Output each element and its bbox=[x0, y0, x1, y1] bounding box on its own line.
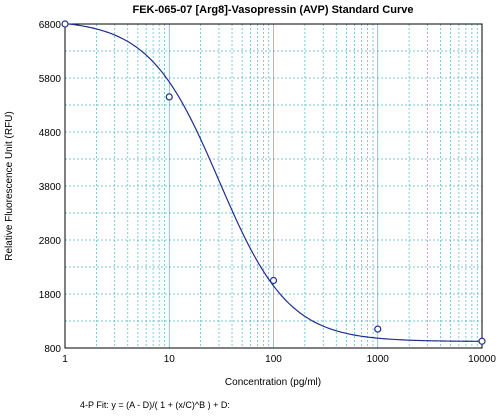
y-tick-label: 6800 bbox=[39, 20, 62, 31]
x-axis-label: Concentration (pg/ml) bbox=[225, 377, 321, 388]
x-tick-label: 100 bbox=[265, 354, 282, 365]
data-point bbox=[478, 337, 486, 345]
data-point bbox=[269, 276, 278, 285]
data-points bbox=[61, 20, 486, 345]
y-tick-label: 800 bbox=[44, 344, 61, 355]
data-point bbox=[165, 93, 173, 101]
y-tick-labels: 800 1800 2800 3800 4800 5800 6800 bbox=[39, 20, 62, 355]
chart-title: FEK-065-07 [Arg8]-Vasopressin (AVP) Stan… bbox=[133, 4, 414, 16]
grid-lines bbox=[65, 24, 482, 348]
y-axis-label: Relative Fluorescence Unit (RFU) bbox=[4, 111, 15, 261]
y-tick-label: 1800 bbox=[39, 290, 62, 301]
data-point bbox=[374, 325, 382, 333]
x-tick-label: 10000 bbox=[468, 354, 496, 365]
fit-curve bbox=[65, 23, 483, 342]
x-tick-label: 1000 bbox=[367, 354, 390, 365]
x-tick-label: 1 bbox=[62, 354, 68, 365]
x-tick-labels: 1 10 100 1000 10000 bbox=[62, 354, 496, 365]
fit-equation-label: 4-P Fit: y = (A - D)/( 1 + (x/C)^B ) + D… bbox=[80, 400, 230, 410]
y-tick-label: 2800 bbox=[39, 236, 62, 247]
plot-area-border bbox=[64, 23, 483, 349]
x-tick-label: 10 bbox=[164, 354, 176, 365]
data-point bbox=[61, 20, 69, 28]
y-tick-label: 5800 bbox=[39, 74, 62, 85]
y-tick-label: 3800 bbox=[39, 182, 62, 193]
y-tick-label: 4800 bbox=[39, 128, 62, 139]
